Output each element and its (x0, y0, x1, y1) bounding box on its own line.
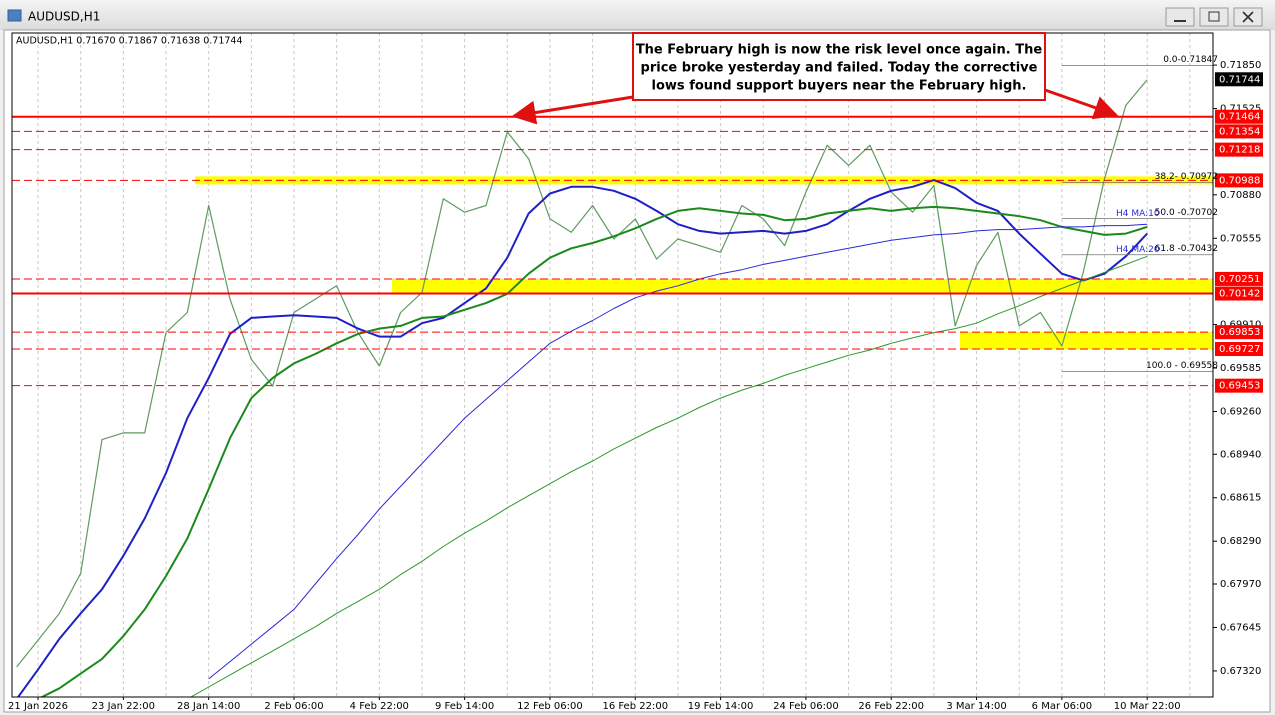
plot-frame (11, 32, 1214, 698)
ma-label: H4 MA:10 (1116, 209, 1160, 219)
level-label: 0.69727 (1219, 344, 1260, 355)
annotation: The February high is now the risk level … (511, 32, 1119, 125)
level-label: 0.71218 (1219, 145, 1260, 156)
level-label-bg (1215, 378, 1263, 393)
level-label: 0.70988 (1219, 175, 1260, 186)
chart-area (3, 29, 1271, 713)
y-tick-label: 0.67320 (1220, 666, 1261, 677)
price-line (16, 179, 1148, 697)
y-tick-label: 0.69585 (1220, 363, 1261, 374)
y-tick-label: 0.69910 (1220, 320, 1261, 331)
fib-label: 100.0 - 0.69558 (1146, 361, 1218, 371)
level-label-bg (1215, 286, 1263, 301)
y-tick-label: 0.70880 (1220, 190, 1261, 201)
y-tick-label: 0.71850 (1220, 60, 1261, 71)
fib-label: 0.0-0.71847 (1163, 55, 1218, 65)
x-tick-label: 16 Feb 22:00 (602, 701, 668, 712)
minimize-button[interactable] (1165, 7, 1195, 27)
series-group (16, 79, 1148, 697)
level-label-bg (1215, 325, 1263, 340)
level-label: 0.69453 (1219, 381, 1260, 392)
level-label-bg (1215, 72, 1263, 87)
annotation-box (632, 32, 1046, 101)
symbol-info: AUDUSD,H1 0.71670 0.71867 0.71638 0.7174… (16, 36, 243, 47)
restore-button[interactable] (1199, 7, 1229, 27)
annotation-arrow (511, 95, 634, 125)
x-tick-label: 2 Feb 06:00 (264, 701, 323, 712)
support-zone (960, 332, 1213, 350)
price-line (16, 79, 1148, 668)
plot: 21 Jan 2026 23 Jan 22:00 28 Jan 14:00 2 Feb… (8, 33, 1263, 712)
x-tick-label: 12 Feb 06:00 (517, 701, 583, 712)
level-label-bg (1215, 173, 1263, 188)
price-line (39, 205, 1148, 697)
ma-label: H4 MA:20 (1116, 245, 1160, 255)
level-label-bg (1215, 271, 1263, 286)
x-tick-label: 24 Feb 06:00 (773, 701, 839, 712)
price-line (189, 255, 1148, 697)
x-tick-label: 6 Mar 06:00 (1032, 701, 1092, 712)
fib-label: 50.0 -0.70702 (1155, 208, 1218, 218)
y-tick-label: 0.70555 (1220, 233, 1261, 244)
annotation-line: The February high is now the risk level … (636, 43, 1043, 58)
level-label-bg (1215, 109, 1263, 124)
x-tick-label: 19 Feb 14:00 (688, 701, 754, 712)
y-tick-label: 0.68940 (1220, 449, 1261, 460)
x-tick-label: 10 Mar 22:00 (1114, 701, 1181, 712)
fib-label: 61.8 -0.70432 (1155, 244, 1218, 254)
y-tick-label: 0.68290 (1220, 536, 1261, 547)
level-label: 0.70251 (1219, 274, 1260, 285)
x-tick-label: 26 Feb 22:00 (858, 701, 924, 712)
window-icon (7, 9, 22, 22)
price-line (208, 223, 1148, 680)
y-tick-label: 0.71525 (1220, 104, 1261, 115)
x-tick-label: 28 Jan 14:00 (177, 701, 240, 712)
x-tick-label: 3 Mar 14:00 (946, 701, 1006, 712)
level-label: 0.69853 (1219, 327, 1260, 338)
level-label: 0.71464 (1219, 112, 1260, 123)
level-label-bg (1215, 124, 1263, 139)
fib-label: 38.2- 0.70972 (1155, 172, 1218, 182)
restore-icon (1208, 11, 1220, 22)
x-tick-label: 21 Jan 2026 (8, 701, 68, 712)
y-tick-label: 0.67970 (1220, 579, 1261, 590)
level-label: 0.71744 (1219, 74, 1260, 85)
y-tick-label: 0.67645 (1220, 622, 1261, 633)
x-tick-label: 23 Jan 22:00 (92, 701, 155, 712)
level-label-bg (1215, 142, 1263, 157)
annotation-line: price broke yesterday and failed. Today … (641, 61, 1038, 76)
close-icon (1242, 11, 1254, 23)
title-bar (0, 0, 1275, 30)
level-label: 0.71354 (1219, 126, 1260, 137)
window-buttons[interactable] (1165, 7, 1263, 27)
y-tick-label: 0.69260 (1220, 406, 1261, 417)
x-tick-label: 9 Feb 14:00 (435, 701, 494, 712)
level-label: 0.70142 (1219, 289, 1260, 300)
y-tick-label: 0.68615 (1220, 493, 1261, 504)
annotation-arrow (1044, 88, 1119, 120)
x-tick-label: 4 Feb 22:00 (350, 701, 409, 712)
annotation-line: lows found support buyers near the Febru… (652, 79, 1027, 94)
window-title: AUDUSD,H1 (28, 10, 100, 24)
level-label-bg (1215, 342, 1263, 357)
support-zone (392, 278, 1213, 294)
